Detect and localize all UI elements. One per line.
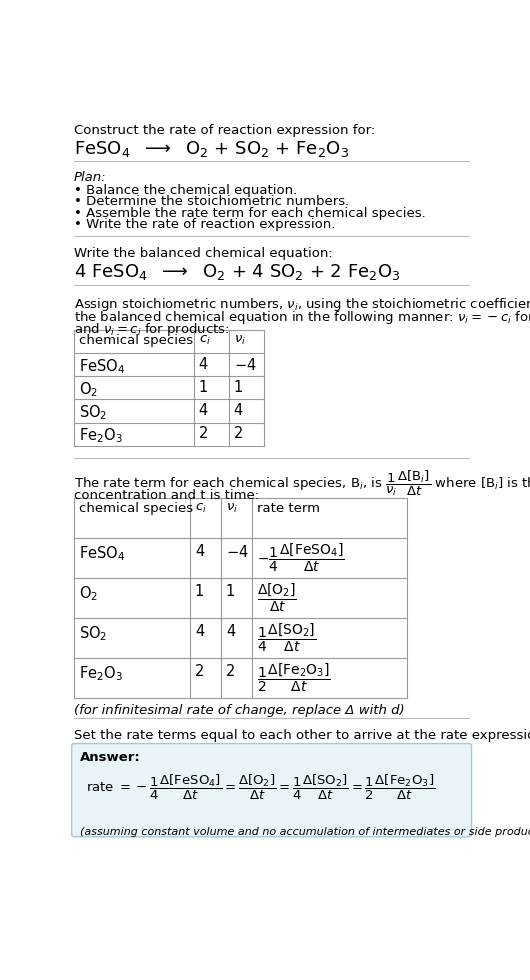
Text: the balanced chemical equation in the following manner: $\nu_i = -c_i$ for react: the balanced chemical equation in the fo… bbox=[74, 309, 530, 325]
Text: $\nu_i$: $\nu_i$ bbox=[226, 502, 238, 514]
Text: 2: 2 bbox=[226, 664, 235, 679]
Text: $\dfrac{1}{4}\dfrac{\Delta[\mathrm{SO_2}]}{\Delta t}$: $\dfrac{1}{4}\dfrac{\Delta[\mathrm{SO_2}… bbox=[257, 622, 316, 655]
Text: • Write the rate of reaction expression.: • Write the rate of reaction expression. bbox=[74, 219, 335, 231]
Text: SO$_2$: SO$_2$ bbox=[78, 404, 107, 422]
Text: 1: 1 bbox=[226, 584, 235, 599]
Text: $c_i$: $c_i$ bbox=[199, 334, 210, 347]
Text: $-\dfrac{1}{4}\dfrac{\Delta[\mathrm{FeSO_4}]}{\Delta t}$: $-\dfrac{1}{4}\dfrac{\Delta[\mathrm{FeSO… bbox=[257, 542, 344, 574]
Text: 4: 4 bbox=[226, 624, 235, 639]
Text: FeSO$_4$: FeSO$_4$ bbox=[78, 357, 125, 375]
Text: FeSO$_4$: FeSO$_4$ bbox=[78, 544, 125, 563]
Text: $c_i$: $c_i$ bbox=[195, 502, 207, 514]
Text: 4 FeSO$_4$  $\longrightarrow$  O$_2$ + 4 SO$_2$ + 2 Fe$_2$O$_3$: 4 FeSO$_4$ $\longrightarrow$ O$_2$ + 4 S… bbox=[74, 263, 401, 282]
Text: (assuming constant volume and no accumulation of intermediates or side products): (assuming constant volume and no accumul… bbox=[80, 827, 530, 837]
Text: and $\nu_i = c_i$ for products:: and $\nu_i = c_i$ for products: bbox=[74, 320, 229, 338]
Text: chemical species: chemical species bbox=[78, 334, 193, 347]
Text: Write the balanced chemical equation:: Write the balanced chemical equation: bbox=[74, 247, 333, 260]
Text: Assign stoichiometric numbers, $\nu_i$, using the stoichiometric coefficients, $: Assign stoichiometric numbers, $\nu_i$, … bbox=[74, 296, 530, 314]
Text: chemical species: chemical species bbox=[78, 502, 193, 514]
Text: rate term: rate term bbox=[257, 502, 320, 514]
Text: Construct the rate of reaction expression for:: Construct the rate of reaction expressio… bbox=[74, 123, 375, 137]
Text: 4: 4 bbox=[234, 404, 243, 418]
Text: • Assemble the rate term for each chemical species.: • Assemble the rate term for each chemic… bbox=[74, 207, 426, 220]
Text: $\nu_i$: $\nu_i$ bbox=[234, 334, 245, 347]
Text: 1: 1 bbox=[234, 380, 243, 395]
Text: SO$_2$: SO$_2$ bbox=[78, 624, 107, 643]
Text: FeSO$_4$  $\longrightarrow$  O$_2$ + SO$_2$ + Fe$_2$O$_3$: FeSO$_4$ $\longrightarrow$ O$_2$ + SO$_2… bbox=[74, 139, 349, 159]
Text: $-4$: $-4$ bbox=[234, 357, 257, 373]
Text: Fe$_2$O$_3$: Fe$_2$O$_3$ bbox=[78, 426, 122, 445]
Text: 1: 1 bbox=[195, 584, 204, 599]
Text: concentration and t is time:: concentration and t is time: bbox=[74, 489, 259, 502]
Text: Set the rate terms equal to each other to arrive at the rate expression:: Set the rate terms equal to each other t… bbox=[74, 729, 530, 742]
Text: (for infinitesimal rate of change, replace Δ with d): (for infinitesimal rate of change, repla… bbox=[74, 705, 404, 717]
Text: 4: 4 bbox=[195, 624, 204, 639]
Text: 2: 2 bbox=[234, 426, 243, 441]
Text: $\dfrac{1}{2}\dfrac{\Delta[\mathrm{Fe_2O_3}]}{\Delta t}$: $\dfrac{1}{2}\dfrac{\Delta[\mathrm{Fe_2O… bbox=[257, 662, 331, 695]
Text: 1: 1 bbox=[199, 380, 208, 395]
Text: 4: 4 bbox=[199, 404, 208, 418]
Text: 4: 4 bbox=[195, 544, 204, 560]
Text: The rate term for each chemical species, B$_i$, is $\dfrac{1}{\nu_i}\dfrac{\Delt: The rate term for each chemical species,… bbox=[74, 468, 530, 498]
Text: O$_2$: O$_2$ bbox=[78, 380, 98, 399]
Text: O$_2$: O$_2$ bbox=[78, 584, 98, 603]
Text: Answer:: Answer: bbox=[80, 752, 141, 764]
Text: 2: 2 bbox=[195, 664, 204, 679]
Text: rate $= -\dfrac{1}{4}\dfrac{\Delta[\mathrm{FeSO_4}]}{\Delta t} = \dfrac{\Delta[\: rate $= -\dfrac{1}{4}\dfrac{\Delta[\math… bbox=[86, 773, 435, 802]
Text: $\dfrac{\Delta[\mathrm{O_2}]}{\Delta t}$: $\dfrac{\Delta[\mathrm{O_2}]}{\Delta t}$ bbox=[257, 582, 297, 614]
Text: Fe$_2$O$_3$: Fe$_2$O$_3$ bbox=[78, 664, 122, 683]
Text: • Determine the stoichiometric numbers.: • Determine the stoichiometric numbers. bbox=[74, 195, 349, 209]
FancyBboxPatch shape bbox=[72, 744, 472, 837]
Text: 4: 4 bbox=[199, 357, 208, 372]
Text: Plan:: Plan: bbox=[74, 172, 107, 184]
Text: $-4$: $-4$ bbox=[226, 544, 249, 561]
Text: 2: 2 bbox=[199, 426, 208, 441]
Text: • Balance the chemical equation.: • Balance the chemical equation. bbox=[74, 184, 297, 197]
